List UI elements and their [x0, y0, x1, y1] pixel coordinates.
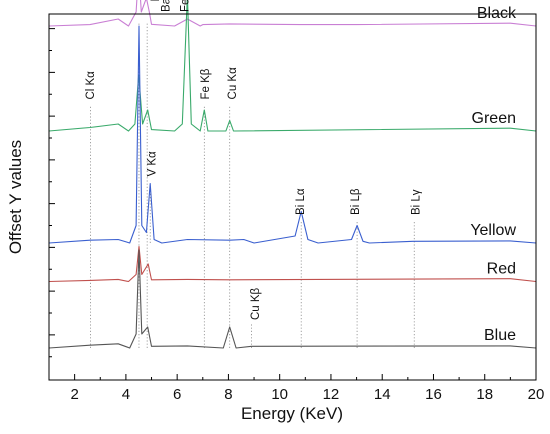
peak-label-fe-k: Fe Kβ — [200, 68, 212, 99]
plot-frame — [48, 13, 537, 381]
series-line-green — [48, 0, 537, 132]
series-line-yellow — [48, 25, 537, 244]
series-label-yellow: Yellow — [470, 222, 516, 239]
y-axis-ticks — [49, 28, 55, 358]
peak-label-v-k: V Kα — [146, 151, 158, 177]
peak-label-fe-k: Fe Kα — [180, 0, 192, 12]
peak-label-cl-k: Cl Kα — [85, 71, 97, 100]
x-tick-label: 8 — [224, 386, 232, 403]
series-label-green: Green — [472, 110, 516, 127]
series-line-black — [48, 0, 537, 27]
series-line-red — [48, 245, 537, 283]
peak-label-bi-l: Bi Lα — [295, 188, 307, 215]
x-tick-label: 16 — [425, 386, 442, 403]
x-tick-label: 6 — [173, 386, 181, 403]
x-axis-title: Energy (KeV) — [241, 404, 343, 423]
x-axis-ticks: 2 4 6 8 10 12 14 16 18 20 — [48, 374, 545, 403]
peak-label-bi-l: Bi Lβ — [350, 188, 362, 215]
peak-labels: Ti Kα / Ba LαTi Kβ / Ba LβBa LβBa LγFe K… — [85, 0, 422, 320]
peak-label-ba-l: Ba Lβ — [150, 0, 162, 1]
x-tick-label: 2 — [70, 386, 78, 403]
series-line-blue — [48, 249, 537, 349]
series-label-blue: Blue — [484, 327, 516, 344]
x-tick-label: 12 — [323, 386, 340, 403]
x-tick-label: 14 — [374, 386, 391, 403]
series-label-black: Black — [477, 5, 517, 22]
series-group — [48, 0, 537, 349]
x-tick-label: 4 — [122, 386, 130, 403]
peak-label-cu-k: Cu Kβ — [250, 287, 262, 320]
peak-label-bi-l: Bi Lγ — [410, 189, 422, 215]
x-tick-label: 20 — [528, 386, 545, 403]
x-tick-label: 18 — [476, 386, 493, 403]
x-tick-label: 10 — [271, 386, 288, 403]
peak-label-cu-k: Cu Kα — [227, 67, 239, 100]
reference-lines — [90, 22, 415, 348]
y-axis-title: Offset Y values — [6, 140, 25, 254]
peak-label-ba-l: Ba Lγ — [161, 0, 173, 12]
series-label-red: Red — [487, 261, 516, 278]
series-labels: Black Green Yellow Red Blue — [470, 5, 517, 344]
